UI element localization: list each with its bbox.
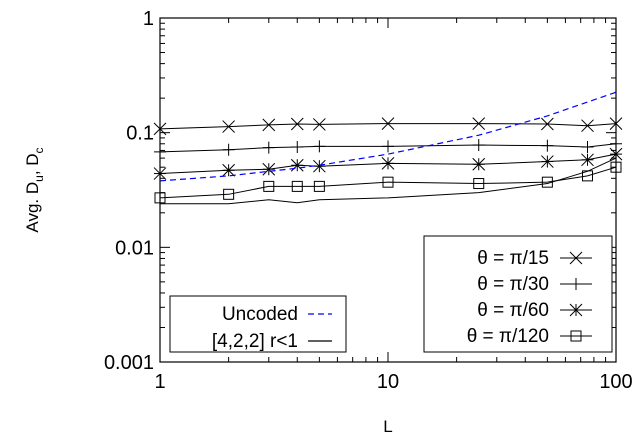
y-axis-title-sub-c: c xyxy=(32,147,46,153)
marker-square xyxy=(263,180,275,192)
y-tick-label: 0.1 xyxy=(126,123,154,145)
series-+ xyxy=(154,137,622,158)
marker-square xyxy=(382,176,394,188)
legend-label: θ = π/30 xyxy=(477,274,549,295)
series-x xyxy=(153,117,623,136)
y-tick-label: 0.001 xyxy=(104,352,154,374)
series-line xyxy=(159,166,617,199)
y-axis-title-sub-u: u xyxy=(32,175,46,182)
legend-box xyxy=(169,295,347,353)
y-tick-label: 1 xyxy=(143,8,154,30)
series-star xyxy=(153,147,623,180)
x-tick-label: 100 xyxy=(599,371,632,393)
series-layer xyxy=(153,91,623,205)
marker-square xyxy=(291,180,303,192)
marker-square xyxy=(570,330,582,342)
legend-theta: θ = π/15 θ = π/30 θ = π/60 θ = π/120 xyxy=(423,235,613,353)
legend-label: θ = π/120 xyxy=(467,326,549,347)
marker-stroke xyxy=(381,117,395,130)
legend-label: θ = π/15 xyxy=(477,248,549,269)
y-axis-title: Avg. Du, Dc xyxy=(23,147,46,232)
legend-label: θ = π/60 xyxy=(477,300,549,321)
legend-label: Uncoded xyxy=(222,304,298,325)
x-tick-label: 10 xyxy=(377,371,399,393)
marker-stroke xyxy=(313,118,326,131)
series-uncoded-line xyxy=(159,91,617,182)
marker-stroke xyxy=(472,117,486,130)
marker-square xyxy=(223,188,235,200)
legend-label: [4,2,2] r<1 xyxy=(212,331,298,352)
marker-square xyxy=(313,180,325,192)
marker-stroke xyxy=(581,119,594,133)
marker-stroke xyxy=(569,251,583,265)
series-line xyxy=(159,143,617,153)
marker-stroke xyxy=(541,117,554,131)
x-axis-title: L xyxy=(383,417,392,436)
legend-line-style: Uncoded [4,2,2] r<1 xyxy=(169,295,347,353)
marker-stroke xyxy=(262,118,276,132)
marker-stroke xyxy=(290,117,304,131)
tick-layer: 1 10 100 1 0.1 0.01 0.001 xyxy=(104,8,633,393)
y-axis-title-sep: , D xyxy=(23,153,42,175)
series-line xyxy=(159,123,617,130)
marker-square xyxy=(541,176,553,188)
series-line xyxy=(159,153,617,175)
marker-square xyxy=(582,170,594,182)
marker-square xyxy=(473,178,485,190)
series-unmarked-line xyxy=(160,157,617,205)
y-axis-title-main: Avg. D xyxy=(23,182,42,233)
y-tick-label: 0.01 xyxy=(115,237,154,259)
x-tick-label: 1 xyxy=(154,371,165,393)
marker-stroke xyxy=(222,120,235,133)
